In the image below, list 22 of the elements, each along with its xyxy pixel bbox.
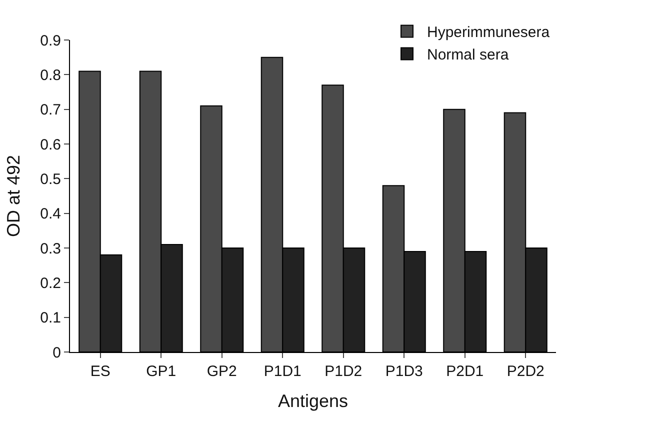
x-tick-label: P1D3 xyxy=(385,363,423,380)
x-tick-label: P1D1 xyxy=(264,363,302,380)
y-tick-label: 0.6 xyxy=(40,136,61,154)
x-tick-label: ES xyxy=(90,363,110,380)
legend-label: Hyperimmunesera xyxy=(427,24,550,42)
x-tick-label: P1D2 xyxy=(324,363,362,380)
x-tick-label: GP2 xyxy=(206,363,237,380)
y-tick-label: 0.3 xyxy=(40,240,61,258)
y-tick-label: 0.1 xyxy=(40,310,61,327)
y-tick-label: 0.8 xyxy=(40,66,61,84)
x-tick-label: P2D2 xyxy=(506,363,544,380)
y-tick-label: 0 xyxy=(52,344,61,362)
legend-label: Normal sera xyxy=(427,46,510,64)
y-tick-label: 0.2 xyxy=(40,274,61,292)
x-axis-title: Antigens xyxy=(278,391,348,412)
y-axis-title: OD at 492 xyxy=(3,154,24,238)
x-tick-label: P2D1 xyxy=(446,363,484,380)
y-tick-label: 0.9 xyxy=(40,32,61,50)
y-tick-label: 0.7 xyxy=(40,102,61,119)
x-tick-label: GP1 xyxy=(146,363,176,380)
y-tick-label: 0.4 xyxy=(40,206,61,223)
y-tick-label: 0.5 xyxy=(40,170,61,188)
